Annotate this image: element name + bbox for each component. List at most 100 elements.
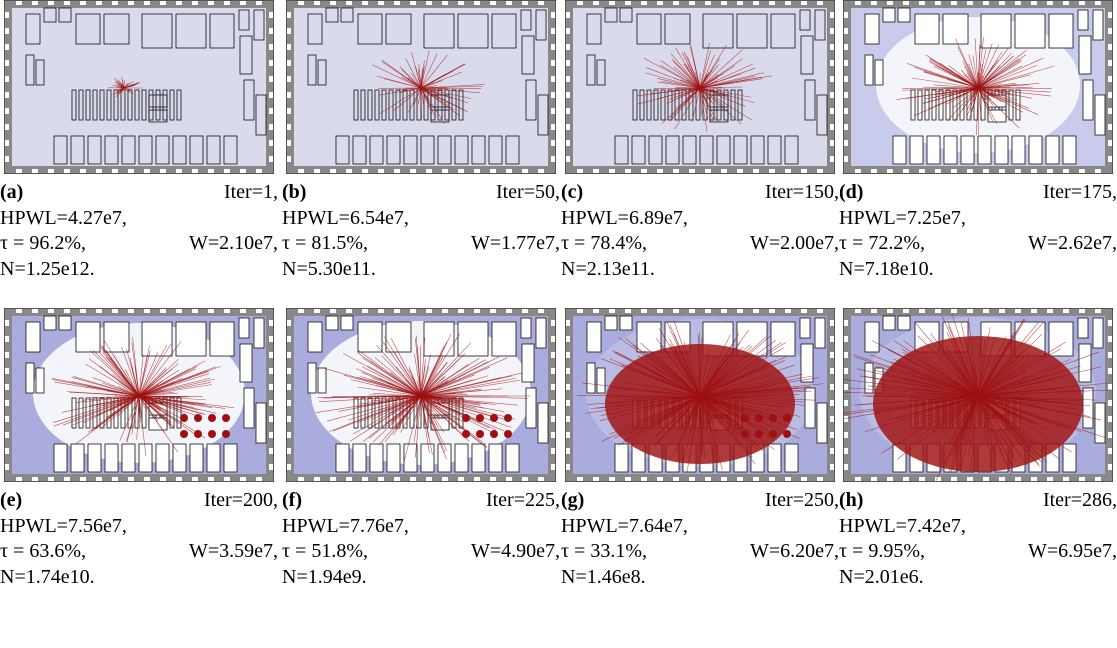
- pad: [830, 400, 834, 406]
- net-line: [977, 51, 1003, 89]
- iteration: Iter=250,: [764, 489, 839, 511]
- macro: [892, 135, 907, 165]
- panel-label: (e): [0, 489, 23, 511]
- net-line: [62, 395, 140, 426]
- pad: [1108, 124, 1112, 130]
- net-line: [416, 380, 422, 397]
- net-line: [699, 87, 721, 94]
- macro: [648, 135, 663, 165]
- macro: [646, 89, 652, 121]
- net-line: [977, 84, 1029, 89]
- pad: [64, 477, 70, 481]
- net-line: [977, 87, 1051, 93]
- pad: [80, 169, 86, 173]
- caption-row: τ = 96.2%, W=2.10e7,: [0, 231, 278, 257]
- pad: [5, 320, 9, 326]
- macro: [169, 89, 175, 121]
- net-line: [372, 64, 422, 89]
- pad: [817, 477, 823, 481]
- pad: [269, 76, 273, 82]
- net-line: [123, 80, 134, 89]
- macro: [367, 89, 373, 121]
- net-line: [420, 87, 422, 120]
- pad: [32, 169, 38, 173]
- pad: [1108, 140, 1112, 146]
- net-line: [697, 395, 701, 447]
- net-line: [952, 87, 979, 109]
- net-line: [928, 60, 979, 89]
- net-line: [420, 395, 441, 421]
- pad: [269, 320, 273, 326]
- net-line: [699, 342, 782, 397]
- net-line: [645, 72, 701, 89]
- net-line: [624, 337, 701, 397]
- net-line: [699, 366, 723, 397]
- pad: [298, 309, 304, 313]
- net-line: [420, 87, 461, 117]
- pad: [566, 28, 570, 34]
- macro: [307, 13, 323, 45]
- macro: [702, 13, 734, 49]
- pad: [538, 477, 544, 481]
- tau: τ = 81.5%,: [282, 232, 368, 254]
- pad: [844, 140, 848, 146]
- panel: (e) Iter=200, HPWL=7.56e7, τ = 63.6%, W=3.59…: [0, 308, 278, 590]
- macro: [104, 443, 119, 473]
- net-line: [699, 74, 719, 89]
- caption-row: (g) Iter=250,: [561, 488, 839, 514]
- net-line: [945, 367, 979, 397]
- net-line: [420, 85, 437, 89]
- net-line: [52, 395, 140, 423]
- pad: [1108, 384, 1112, 390]
- net-line: [923, 395, 979, 424]
- net-line: [923, 395, 979, 412]
- macro: [141, 89, 147, 121]
- caption: (c) Iter=150, HPWL=6.89e7, τ = 78.4%, W=2.00…: [561, 180, 839, 282]
- pad: [753, 477, 759, 481]
- macro: [53, 135, 68, 165]
- pad: [240, 1, 246, 5]
- macro: [586, 54, 596, 86]
- net-line: [420, 337, 426, 397]
- pad: [951, 169, 957, 173]
- net-line: [699, 87, 752, 121]
- pad: [577, 309, 583, 313]
- net-line: [105, 356, 140, 397]
- net-line: [420, 50, 430, 89]
- macro: [58, 7, 72, 23]
- macro: [78, 89, 84, 121]
- pad: [64, 1, 70, 5]
- macro: [471, 135, 486, 165]
- pad: [785, 309, 791, 313]
- net-line: [370, 395, 422, 428]
- net-line: [372, 392, 422, 397]
- macro: [770, 321, 796, 357]
- macro: [53, 443, 68, 473]
- pad: [240, 477, 246, 481]
- net-line: [382, 341, 422, 397]
- placement-plot: [843, 308, 1113, 482]
- pad: [269, 352, 273, 358]
- pad: [426, 309, 432, 313]
- pad: [951, 1, 957, 5]
- macro: [423, 13, 455, 49]
- pad: [919, 169, 925, 173]
- net-line: [699, 395, 706, 460]
- macro: [369, 135, 384, 165]
- net-line: [699, 87, 712, 102]
- net-line: [138, 395, 206, 439]
- net-line: [699, 395, 718, 448]
- pad: [999, 309, 1005, 313]
- net-line: [843, 395, 979, 420]
- macro: [307, 54, 317, 86]
- pad: [287, 44, 291, 50]
- macro: [699, 135, 714, 165]
- pad: [1079, 1, 1085, 5]
- pad: [1108, 368, 1112, 374]
- pad: [192, 309, 198, 313]
- pad: [737, 477, 743, 481]
- macro: [521, 343, 535, 383]
- net-line: [582, 382, 701, 397]
- macro: [604, 315, 618, 331]
- net-line: [420, 87, 455, 111]
